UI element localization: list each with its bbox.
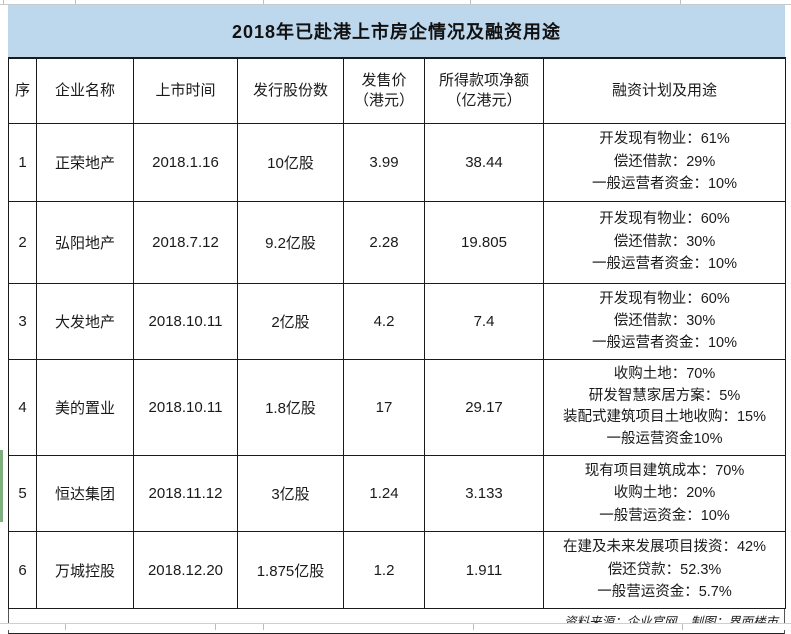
cell-net-proceeds: 38.44 <box>424 122 544 202</box>
cell-listing-date: 2018.12.20 <box>133 531 238 609</box>
cell-offer-price: 3.99 <box>343 122 425 202</box>
gridline-tick <box>680 0 681 4</box>
cell-company: 美的置业 <box>36 358 134 456</box>
cell-net-proceeds: 7.4 <box>424 282 544 360</box>
col-header-company: 企业名称 <box>36 57 134 124</box>
excel-gridline-strip-bottom <box>0 623 791 630</box>
cell-company: 恒达集团 <box>36 454 134 533</box>
cell-use-of-proceeds: 开发现有物业：60% 偿还借款：30% 一般运营者资金：10% <box>543 282 786 360</box>
cell-use-of-proceeds: 开发现有物业：61% 偿还借款：29% 一般运营者资金：10% <box>543 122 786 202</box>
table-row: 6 万城控股 2018.12.20 1.875亿股 1.2 1.911 在建及未… <box>8 531 786 609</box>
table-row: 3 大发地产 2018.10.11 2亿股 4.2 7.4 开发现有物业：60%… <box>8 282 786 360</box>
gridline-tick <box>65 624 66 630</box>
cell-company: 弘阳地产 <box>36 200 134 284</box>
col-header-use-of-proceeds: 融资计划及用途 <box>543 57 786 124</box>
cell-use-of-proceeds: 现有项目建筑成本：70% 收购土地：20% 一般营运资金：10% <box>543 454 786 533</box>
cell-index: 3 <box>8 282 37 360</box>
cell-offer-price: 17 <box>343 358 425 456</box>
cell-shares: 2亿股 <box>237 282 344 360</box>
gridline-tick <box>263 624 264 630</box>
table-row: 5 恒达集团 2018.11.12 3亿股 1.24 3.133 现有项目建筑成… <box>8 454 786 533</box>
table-row: 1 正荣地产 2018.1.16 10亿股 3.99 38.44 开发现有物业：… <box>8 122 786 202</box>
cell-offer-price: 2.28 <box>343 200 425 284</box>
gridline-tick <box>682 624 683 630</box>
cell-offer-price: 1.2 <box>343 531 425 609</box>
cell-index: 1 <box>8 122 37 202</box>
gridline-tick <box>75 0 76 4</box>
cell-company: 正荣地产 <box>36 122 134 202</box>
table-row: 2 弘阳地产 2018.7.12 9.2亿股 2.28 19.805 开发现有物… <box>8 200 786 284</box>
col-header-listing-date: 上市时间 <box>133 57 238 124</box>
cell-net-proceeds: 1.911 <box>424 531 544 609</box>
table-title: 2018年已赴港上市房企情况及融资用途 <box>8 5 785 57</box>
col-header-offer-price: 发售价 （港元） <box>343 57 425 124</box>
cell-offer-price: 4.2 <box>343 282 425 360</box>
cell-net-proceeds: 3.133 <box>424 454 544 533</box>
cell-offer-price: 1.24 <box>343 454 425 533</box>
gridline-tick <box>470 0 471 4</box>
cell-index: 5 <box>8 454 37 533</box>
cell-shares: 1.875亿股 <box>237 531 344 609</box>
cell-company: 大发地产 <box>36 282 134 360</box>
cell-index: 6 <box>8 531 37 609</box>
sheet: 2018年已赴港上市房企情况及融资用途 序 企业名称 上市时间 发行股份数 发售… <box>8 5 786 634</box>
cell-listing-date: 2018.7.12 <box>133 200 238 284</box>
cell-net-proceeds: 29.17 <box>424 358 544 456</box>
data-table: 序 企业名称 上市时间 发行股份数 发售价 （港元） 所得款项净额 （亿港元） … <box>8 57 786 609</box>
cell-net-proceeds: 19.805 <box>424 200 544 284</box>
cell-shares: 3亿股 <box>237 454 344 533</box>
cell-shares: 9.2亿股 <box>237 200 344 284</box>
cell-use-of-proceeds: 收购土地：70% 研发智慧家居方案：5% 装配式建筑项目土地收购：15% 一般运… <box>543 358 786 456</box>
cell-index: 2 <box>8 200 37 284</box>
cell-shares: 10亿股 <box>237 122 344 202</box>
col-header-net-proceeds: 所得款项净额 （亿港元） <box>424 57 544 124</box>
cell-listing-date: 2018.11.12 <box>133 454 238 533</box>
cell-shares: 1.8亿股 <box>237 358 344 456</box>
excel-selection-border-artifact <box>0 450 3 522</box>
gridline-tick <box>263 0 264 4</box>
gridline-tick <box>473 624 474 630</box>
cell-listing-date: 2018.10.11 <box>133 282 238 360</box>
cell-company: 万城控股 <box>36 531 134 609</box>
cell-listing-date: 2018.1.16 <box>133 122 238 202</box>
col-header-index: 序 <box>8 57 37 124</box>
table-row: 4 美的置业 2018.10.11 1.8亿股 17 29.17 收购土地：70… <box>8 358 786 456</box>
cell-listing-date: 2018.10.11 <box>133 358 238 456</box>
col-header-shares: 发行股份数 <box>237 57 344 124</box>
gridline-tick <box>3 0 4 4</box>
cell-use-of-proceeds: 开发现有物业：60% 偿还借款：30% 一般运营者资金：10% <box>543 200 786 284</box>
cell-index: 4 <box>8 358 37 456</box>
gridline-tick <box>215 624 216 630</box>
excel-gridline-strip-top <box>0 0 791 5</box>
cell-use-of-proceeds: 在建及未来发展项目拨资：42% 偿还贷款：52.3% 一般营运资金：5.7% <box>543 531 786 609</box>
header-row: 序 企业名称 上市时间 发行股份数 发售价 （港元） 所得款项净额 （亿港元） … <box>8 57 786 124</box>
